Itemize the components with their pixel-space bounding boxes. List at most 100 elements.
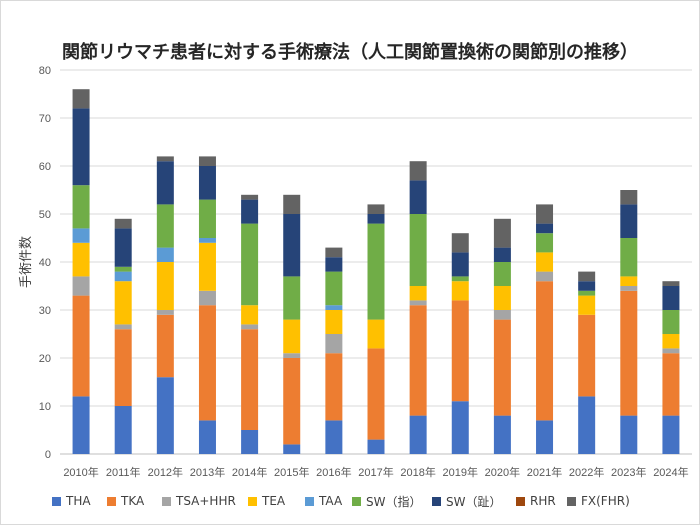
bar-segment (451, 300, 469, 402)
bar-segment (241, 324, 259, 330)
legend-label: TSA+HHR (176, 494, 236, 508)
x-tick-label: 2010年 (63, 465, 98, 479)
bar-segment (620, 238, 638, 277)
legend-item: RHR (516, 491, 556, 511)
bar-segment (367, 223, 385, 320)
bar-segment (156, 156, 174, 162)
bar-segment (536, 223, 554, 234)
bar-segment (325, 310, 343, 334)
legend-label: TKA (121, 494, 145, 508)
bar-segment (114, 271, 132, 282)
bar-segment (367, 439, 385, 454)
bar-segment (409, 286, 427, 301)
bar-segment (283, 353, 301, 358)
legend-swatch (567, 496, 576, 506)
bar-segment (536, 420, 554, 454)
legend-swatch (352, 496, 361, 506)
bar-segment (409, 180, 427, 214)
bar-segment (198, 166, 216, 200)
bar-segment (325, 247, 343, 258)
bar-segment (72, 276, 90, 296)
bar-segment (198, 305, 216, 421)
bar-segment (367, 319, 385, 349)
bar-segment (283, 194, 301, 214)
legend-label: SW（趾） (446, 494, 502, 509)
bar-segment (493, 247, 511, 262)
y-tick-label: 20 (39, 353, 51, 365)
bar-segment (156, 377, 174, 454)
bar-segment (451, 276, 469, 282)
x-tick-label: 2020年 (485, 465, 520, 479)
y-tick-label: 80 (39, 65, 51, 77)
bar-segment (156, 310, 174, 315)
bar-segment (493, 319, 511, 416)
y-tick-label: 30 (39, 305, 51, 317)
bar-segment (536, 233, 554, 253)
x-tick-label: 2014年 (232, 465, 267, 479)
bar-segment (493, 262, 511, 286)
bar-segment (198, 290, 216, 306)
bar-segment (198, 156, 216, 166)
bar-segment (114, 218, 132, 229)
y-tick-label: 0 (45, 449, 51, 461)
bar-segment (198, 199, 216, 238)
legend-item: TSA+HHR (162, 491, 236, 511)
x-tick-label: 2012年 (148, 465, 183, 479)
axes: 0 10 20 30 40 50 60 70 80 2010年 2011年 2012年 2013年 201… (39, 65, 689, 479)
x-tick-label: 2021年 (527, 465, 562, 479)
bar-segment (578, 281, 596, 291)
bar-segment (241, 199, 259, 224)
legend-item: SW（指） (352, 491, 421, 511)
legend-item: THA (52, 491, 91, 511)
legend-swatch (432, 496, 441, 506)
bar-segment (578, 295, 596, 315)
bar-segment (198, 238, 216, 243)
bar-segment (156, 161, 174, 205)
bar-segment (283, 358, 301, 445)
chart-title: 関節リウマチ患者に対する手術療法（人工関節置換術の関節別の推移） (62, 42, 638, 63)
y-tick-label: 50 (39, 209, 51, 221)
y-tick-label: 10 (39, 401, 51, 413)
x-tick-label: 2011年 (106, 465, 141, 479)
legend-label: RHR (530, 494, 556, 508)
bar-segment (493, 286, 511, 310)
bar-segment (620, 290, 638, 416)
legend-label: TAA (319, 494, 343, 508)
bar-segment (72, 242, 90, 277)
bar-segment (662, 415, 680, 454)
legend: THA TKA TSA+HHR TEA TAA SW（指） SW（趾） RHR FX(FHR) (52, 491, 692, 511)
bar-segment (241, 329, 259, 430)
x-tick-label: 2017年 (358, 465, 393, 479)
bar-segment (325, 305, 343, 310)
bar-segment (325, 271, 343, 306)
legend-label: SW（指） (366, 494, 422, 509)
bar-segment (198, 242, 216, 291)
bar-segment (283, 214, 301, 277)
bar-segment (114, 266, 132, 272)
bar-segment (662, 286, 680, 310)
bar-segment (662, 353, 680, 416)
bar-segment (114, 329, 132, 406)
bar-segment (72, 185, 90, 229)
bar-segment (451, 281, 469, 301)
bar-segment (451, 252, 469, 277)
legend-swatch (107, 496, 116, 506)
bar-segment (114, 228, 132, 267)
bar-segment (409, 305, 427, 416)
bar-segment (409, 300, 427, 306)
legend-item: TEA (248, 491, 285, 511)
bar-segment (536, 252, 554, 272)
bar-segment (620, 286, 638, 291)
bar-segment (662, 310, 680, 334)
legend-swatch (52, 496, 61, 506)
bar-segment (620, 204, 638, 238)
bar-segment (451, 233, 469, 253)
legend-label: FX(FHR) (581, 494, 630, 508)
legend-item: TKA (107, 491, 144, 511)
bar-segment (662, 348, 680, 354)
bar-segment (114, 406, 132, 454)
bar-segment (72, 295, 90, 397)
bar-segment (536, 271, 554, 282)
x-tick-label: 2018年 (400, 465, 435, 479)
